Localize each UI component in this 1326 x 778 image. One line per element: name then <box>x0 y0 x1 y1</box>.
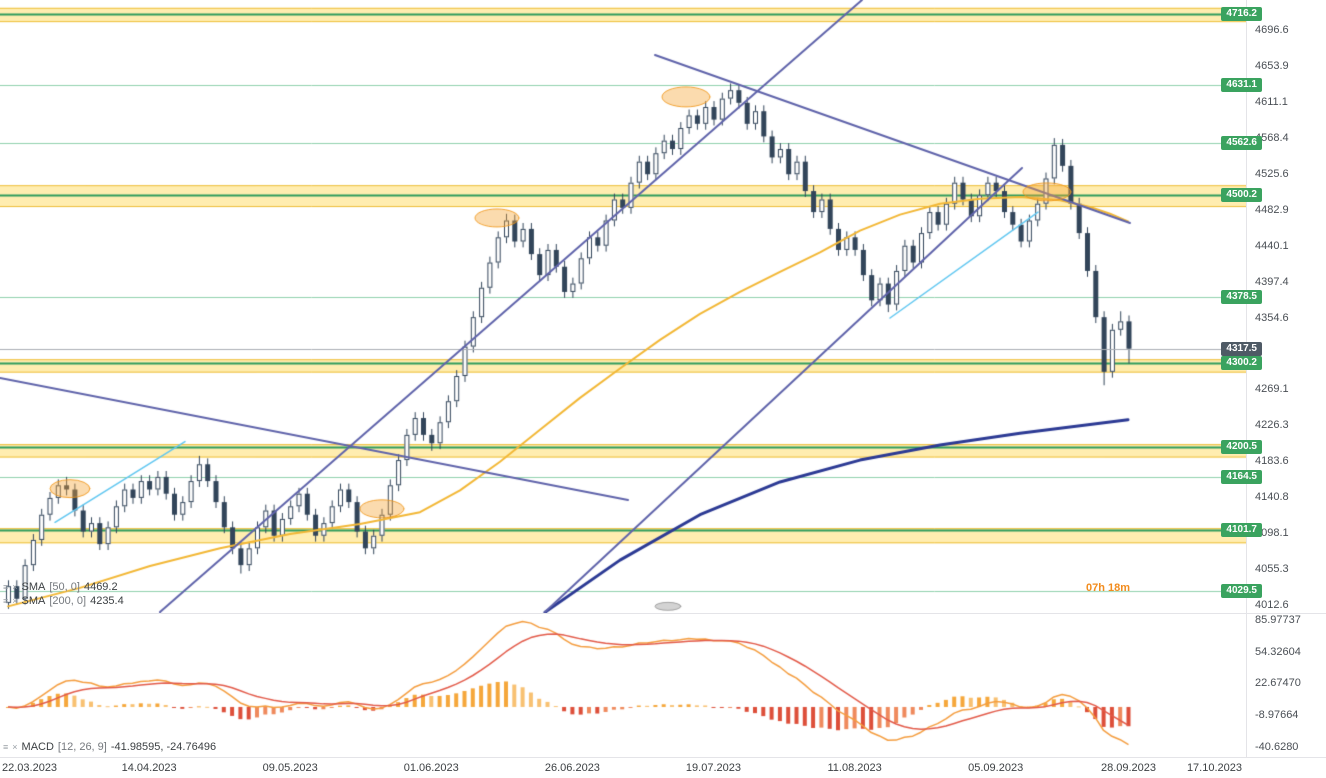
macd-panel: ≡ × MACD [12, 26, 9] -41.98595, -24.7649… <box>0 613 1246 757</box>
price-tick: 4696.6 <box>1255 24 1289 36</box>
price-tick: 4397.4 <box>1255 275 1289 288</box>
macd-chart-canvas[interactable] <box>0 614 1246 757</box>
indicator-value: 4469.2 <box>83 581 118 593</box>
macd-tick: -40.6280 <box>1255 740 1299 753</box>
date-label: 28.09.2023 <box>1100 762 1157 774</box>
date-label: 17.10.2023 <box>1186 762 1242 774</box>
price-tick: 4354.6 <box>1255 311 1289 324</box>
indicator-menu-icon[interactable]: ≡ <box>3 596 9 606</box>
indicator-legend-macd: ≡ × MACD [12, 26, 9] -41.98595, -24.7649… <box>3 740 216 754</box>
panel-divider <box>1246 613 1326 614</box>
indicator-params: [12, 26, 9] <box>57 741 107 753</box>
indicator-name: MACD <box>21 741 54 753</box>
price-tick: 4055.3 <box>1255 563 1289 576</box>
indicator-params: [200, 0] <box>49 595 87 607</box>
price-chart-canvas[interactable] <box>0 0 1246 613</box>
price-tick: 4183.6 <box>1255 455 1289 468</box>
indicator-value: -41.98595, -24.76496 <box>110 741 217 753</box>
indicator-legend-sma50: ≡ × SMA [50, 0] 4469.2 <box>3 580 124 594</box>
indicator-legend-sma200: ≡ × SMA [200, 0] 4235.4 <box>3 594 124 608</box>
main-indicator-legend: ≡ × SMA [50, 0] 4469.2 ≡ × SMA [200, 0] … <box>3 580 124 608</box>
indicator-params: [50, 0] <box>49 581 80 593</box>
indicator-name: SMA <box>21 581 46 593</box>
price-tick: 4611.1 <box>1255 95 1288 108</box>
date-label: 05.09.2023 <box>968 762 1024 774</box>
macd-indicator-legend: ≡ × MACD [12, 26, 9] -41.98595, -24.7649… <box>3 740 216 754</box>
time-axis[interactable]: 22.03.2023 14.04.2023 09.05.2023 01.06.2023… <box>0 757 1326 778</box>
price-tick: 4098.1 <box>1255 527 1289 540</box>
price-tick: 4653.9 <box>1255 59 1289 72</box>
price-axis[interactable]: 4696.6 4653.9 4611.1 4568.4 4525.6 4482.9 4440… <box>1246 0 1326 757</box>
date-label: 19.07.2023 <box>685 762 741 774</box>
macd-tick: 22.67470 <box>1255 677 1301 690</box>
date-label: 11.08.2023 <box>827 762 882 774</box>
indicator-remove-icon[interactable]: × <box>12 596 18 606</box>
date-label: 26.06.2023 <box>544 762 600 774</box>
date-label: 01.06.2023 <box>403 762 459 774</box>
macd-tick: 85.97737 <box>1255 614 1301 626</box>
main-price-panel: ≡ × SMA [50, 0] 4469.2 ≡ × SMA [200, 0] … <box>0 0 1246 613</box>
price-tick: 4440.1 <box>1255 239 1289 252</box>
indicator-remove-icon[interactable]: × <box>12 742 18 752</box>
indicator-remove-icon[interactable]: × <box>12 582 18 592</box>
price-tick: 4482.9 <box>1255 203 1289 216</box>
price-tick: 4140.8 <box>1255 491 1289 504</box>
session-countdown: 07h 18m <box>1085 582 1130 594</box>
price-tick: 4012.6 <box>1255 599 1289 611</box>
indicator-value: 4235.4 <box>90 595 124 607</box>
price-tick: 4269.1 <box>1255 383 1289 396</box>
price-tick: 4226.3 <box>1255 419 1289 432</box>
indicator-menu-icon[interactable]: ≡ <box>3 742 9 752</box>
price-tick: 4525.6 <box>1255 167 1289 180</box>
macd-tick: 54.32604 <box>1255 645 1301 658</box>
indicator-menu-icon[interactable]: ≡ <box>3 582 9 592</box>
indicator-name: SMA <box>21 595 46 607</box>
date-label: 22.03.2023 <box>2 762 58 774</box>
date-label: 09.05.2023 <box>262 762 318 774</box>
price-tick: 4568.4 <box>1255 131 1289 144</box>
date-label: 14.04.2023 <box>121 762 177 774</box>
macd-tick: -8.97664 <box>1255 708 1299 721</box>
